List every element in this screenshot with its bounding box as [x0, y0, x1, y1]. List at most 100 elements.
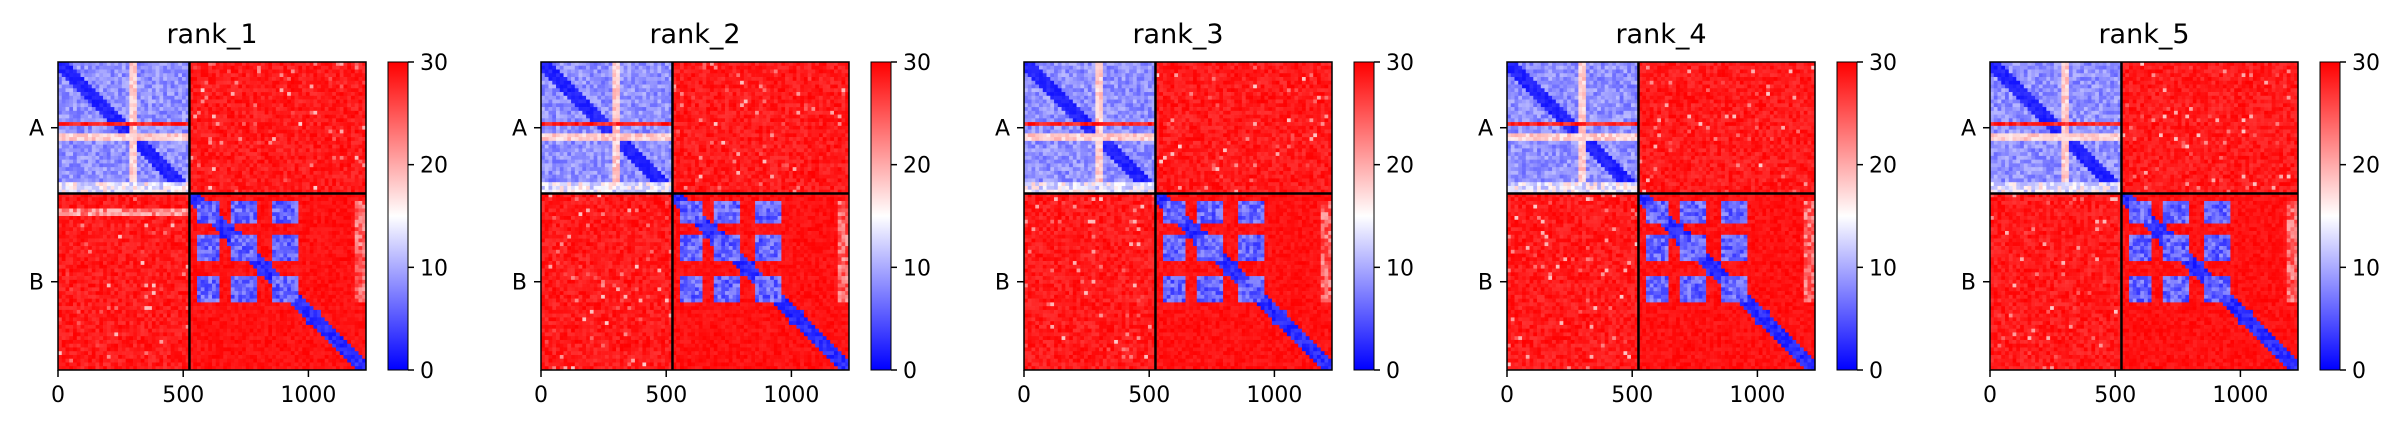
heatmap-cell	[159, 216, 164, 221]
heatmap-cell	[170, 84, 175, 89]
heatmap-cell	[283, 200, 288, 206]
heatmap-cell	[196, 84, 202, 89]
heatmap-cell	[174, 65, 179, 70]
heatmap-cell	[230, 231, 235, 236]
heatmap-cell	[196, 144, 202, 149]
heatmap-cell	[58, 125, 63, 130]
heatmap-cell	[148, 234, 153, 239]
heatmap-cell	[95, 174, 100, 179]
heatmap-cell	[133, 137, 138, 142]
heatmap-cell	[279, 159, 284, 164]
heatmap-cell	[234, 125, 239, 130]
heatmap-cell	[133, 118, 138, 123]
heatmap-cell	[121, 283, 126, 288]
heatmap-cell	[242, 276, 247, 281]
heatmap-cell	[238, 219, 243, 224]
heatmap-cell	[317, 159, 322, 164]
heatmap-cell	[238, 122, 243, 127]
heatmap-cell	[294, 137, 299, 142]
heatmap-cell	[309, 231, 314, 236]
heatmap-cell	[253, 197, 258, 202]
heatmap-cell	[290, 264, 295, 269]
heatmap-cell	[61, 246, 66, 251]
heatmap-cell	[133, 227, 138, 232]
heatmap-cell	[99, 62, 104, 67]
heatmap-cell	[298, 246, 303, 251]
heatmap-cell	[118, 148, 123, 153]
heatmap-cell	[272, 137, 277, 142]
heatmap-cell	[181, 261, 187, 266]
heatmap-cell	[76, 77, 81, 82]
heatmap-cell	[196, 118, 202, 123]
heatmap-cell	[73, 133, 78, 138]
heatmap-cell	[99, 144, 104, 149]
heatmap-cell	[245, 84, 250, 89]
heatmap-cell	[95, 152, 100, 157]
heatmap-cell	[245, 264, 250, 269]
heatmap-cell	[88, 253, 93, 258]
heatmap-cell	[204, 65, 209, 70]
heatmap-cell	[76, 118, 81, 123]
heatmap-cell	[223, 92, 228, 97]
heatmap-cell	[328, 219, 333, 224]
heatmap-cell	[114, 212, 119, 217]
heatmap-cell	[215, 125, 220, 130]
heatmap-cell	[305, 268, 310, 273]
heatmap-cell	[242, 163, 247, 168]
heatmap-cell	[294, 99, 299, 104]
heatmap-cell	[260, 219, 265, 224]
heatmap-cell	[339, 216, 344, 221]
heatmap-cell	[129, 144, 134, 149]
heatmap-cell	[118, 178, 123, 183]
heatmap-cell	[204, 223, 209, 228]
heatmap-cell	[362, 272, 367, 277]
heatmap-cell	[58, 80, 63, 85]
heatmap-cell	[253, 159, 258, 164]
heatmap-cell	[196, 182, 202, 187]
heatmap-cell	[208, 253, 213, 258]
heatmap-cell	[332, 125, 337, 130]
heatmap-cell	[144, 272, 149, 277]
heatmap-cell	[279, 212, 284, 217]
heatmap-cell	[148, 189, 153, 194]
heatmap-cell	[234, 133, 239, 138]
heatmap-cell	[144, 223, 149, 228]
heatmap-cell	[129, 287, 134, 292]
heatmap-cell	[80, 62, 85, 67]
heatmap-cell	[350, 73, 356, 78]
heatmap-cell	[58, 84, 63, 89]
heatmap-cell	[129, 272, 134, 277]
heatmap-cell	[313, 163, 318, 168]
heatmap-cell	[88, 276, 93, 281]
heatmap-cell	[61, 200, 66, 206]
heatmap-cell	[275, 193, 280, 198]
heatmap-cell	[328, 200, 333, 206]
heatmap-cell	[133, 80, 138, 85]
heatmap-cell	[287, 189, 292, 194]
heatmap-cell	[166, 193, 171, 198]
heatmap-cell	[159, 276, 164, 281]
heatmap-cell	[234, 62, 239, 67]
heatmap-cell	[343, 114, 348, 119]
heatmap-cell	[91, 287, 96, 292]
heatmap-cell	[208, 163, 213, 168]
heatmap-cell	[200, 84, 205, 89]
heatmap-cell	[118, 129, 123, 134]
heatmap-cell	[309, 283, 314, 288]
heatmap-cell	[279, 148, 284, 153]
heatmap-cell	[88, 261, 93, 266]
heatmap-cell	[260, 223, 265, 228]
heatmap-cell	[335, 234, 341, 239]
heatmap-cell	[335, 144, 341, 149]
heatmap-cell	[140, 223, 145, 228]
heatmap-cell	[257, 110, 262, 115]
heatmap-cell	[140, 193, 145, 198]
heatmap-cell	[279, 133, 284, 138]
heatmap-cell	[245, 69, 250, 74]
heatmap-cell	[95, 246, 100, 251]
heatmap-cell	[249, 212, 254, 217]
heatmap-cell	[335, 114, 341, 119]
heatmap-cell	[76, 257, 81, 262]
heatmap-cell	[287, 182, 292, 187]
heatmap-cell	[227, 238, 232, 243]
